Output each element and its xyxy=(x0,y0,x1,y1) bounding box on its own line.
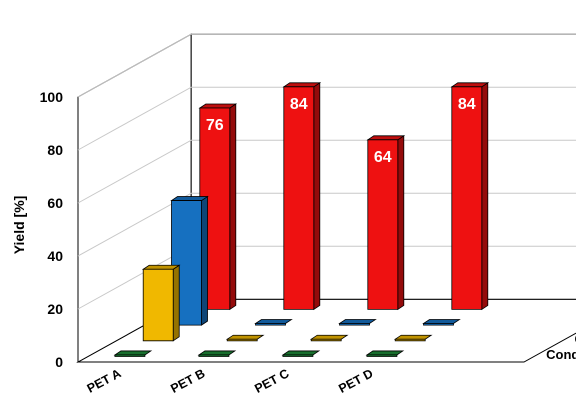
chart-gridlines xyxy=(77,33,576,310)
bar-top xyxy=(198,103,238,109)
gridline xyxy=(77,33,576,98)
bar-front xyxy=(142,268,174,342)
bar-top xyxy=(393,334,433,340)
bar-cond-b-pet-d xyxy=(393,334,433,342)
bar-cond-c-pet-c xyxy=(338,319,377,326)
y-tick-label: 20 xyxy=(47,301,63,317)
bar-cond-c-pet-d xyxy=(422,319,461,326)
y-axis: 0 20 40 60 80 100 xyxy=(40,89,64,370)
gridline xyxy=(77,192,576,257)
x-tick-label: PET D xyxy=(336,366,375,396)
bar-front xyxy=(367,139,399,310)
bar-data-label: 84 xyxy=(458,96,476,113)
bar-cond-b-pet-a xyxy=(141,264,181,342)
bar-top xyxy=(309,334,349,340)
x-tick-label: PET A xyxy=(85,366,124,395)
bar-front xyxy=(283,86,315,310)
bar-cond-d-pet-d: 84 xyxy=(450,82,490,311)
x-tick-label: PET B xyxy=(168,366,207,396)
bar-front xyxy=(226,338,258,342)
series-label: Cond. B xyxy=(574,331,576,346)
bar-top xyxy=(365,350,405,356)
chart-bars: 76 84 64 84 xyxy=(113,82,490,357)
bar-top xyxy=(141,264,181,270)
bar-front xyxy=(255,323,286,326)
bar-top xyxy=(225,334,265,340)
y-tick-label: 40 xyxy=(47,248,63,264)
bar-front xyxy=(451,86,483,310)
bar-cond-a-pet-a xyxy=(113,350,153,357)
bar-data-label: 84 xyxy=(290,96,308,113)
bar-front xyxy=(423,323,454,326)
bar-top xyxy=(366,135,406,141)
bar-cond-b-pet-b xyxy=(225,334,265,342)
bar-top xyxy=(254,319,293,324)
bar-front xyxy=(310,338,342,342)
bar-top xyxy=(282,82,322,88)
bar-cond-d-pet-c: 64 xyxy=(366,135,406,311)
gridline xyxy=(77,139,576,204)
bar-side xyxy=(397,135,405,311)
bar-side xyxy=(172,264,180,342)
bar-cond-a-pet-b xyxy=(197,350,237,357)
bar-cond-c-pet-b xyxy=(254,319,293,326)
bar-cond-b-pet-c xyxy=(309,334,349,342)
bar-front xyxy=(198,354,230,357)
bar-top xyxy=(197,350,237,356)
bar-front xyxy=(366,354,398,357)
bar-side xyxy=(313,82,321,311)
bar-side xyxy=(229,103,237,311)
bar-data-label: 76 xyxy=(206,117,224,134)
series-axis: Cond. ACond. BCond. CCond. D xyxy=(546,331,576,362)
y-axis-label: Yield [%] xyxy=(11,196,27,255)
bar-cond-a-pet-d xyxy=(365,350,405,357)
bar-front xyxy=(339,323,370,326)
bar-cond-a-pet-c xyxy=(281,350,321,357)
x-axis: PET A PET B PET C PET D xyxy=(85,366,376,396)
bar-front xyxy=(394,338,426,342)
bar-top xyxy=(113,350,153,356)
y-tick-label: 80 xyxy=(47,142,63,158)
y-tick-label: 60 xyxy=(47,195,63,211)
gridline xyxy=(77,86,576,151)
y-tick-label: 0 xyxy=(55,354,63,370)
bar-top xyxy=(422,319,461,324)
bar-top xyxy=(450,82,490,88)
bar-data-label: 64 xyxy=(374,149,392,166)
bar-front xyxy=(114,354,146,357)
bar-cond-d-pet-b: 84 xyxy=(282,82,322,311)
x-tick-label: PET C xyxy=(252,366,291,396)
series-label: Cond. A xyxy=(546,347,576,362)
y-tick-label: 100 xyxy=(40,89,64,105)
bar-side xyxy=(481,82,489,311)
bar-top xyxy=(170,196,209,201)
bar-top xyxy=(281,350,321,356)
bar-side xyxy=(201,195,208,326)
bar-front xyxy=(282,354,314,357)
bar-top xyxy=(338,319,377,324)
